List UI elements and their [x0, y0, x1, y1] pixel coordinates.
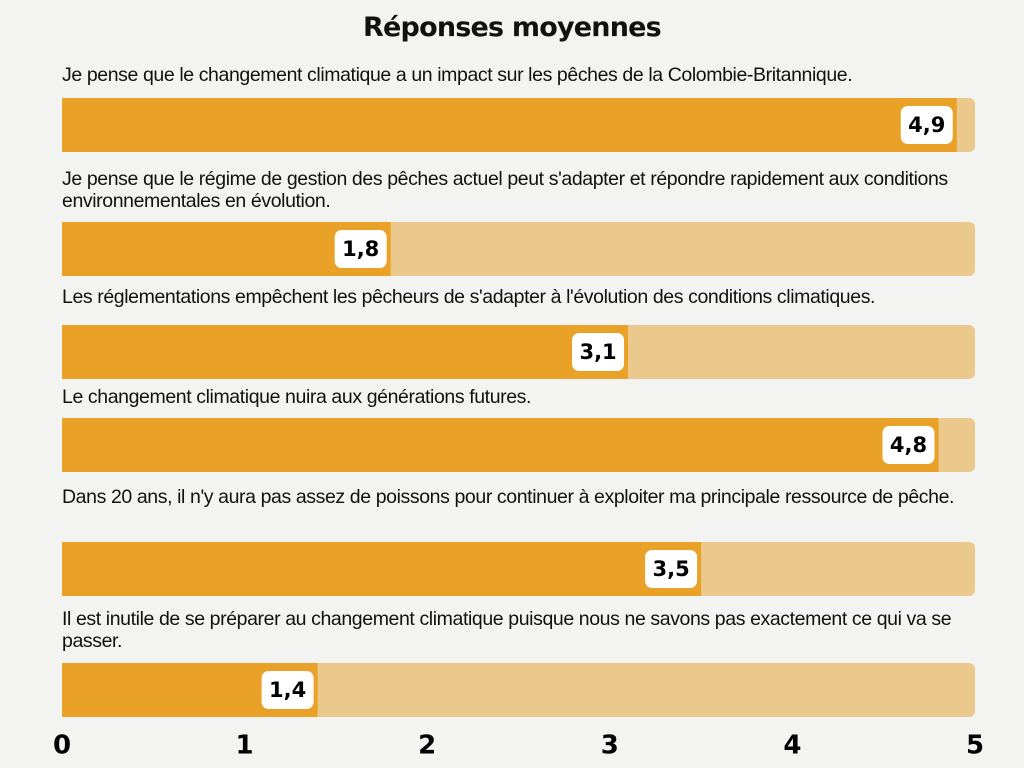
value-label: 1,8 [342, 237, 379, 261]
value-label-box [882, 426, 935, 464]
bar [62, 418, 939, 472]
value-label: 4,8 [890, 433, 927, 457]
value-label-box [645, 550, 698, 588]
value-label-box [261, 671, 314, 709]
category-label: Il est inutile de se préparer au changem… [62, 608, 952, 652]
x-tick-label: 3 [601, 731, 619, 761]
chart-title: Réponses moyennes [363, 12, 662, 43]
x-tick-label: 2 [418, 731, 436, 761]
bar [62, 542, 702, 596]
value-label-box [572, 333, 625, 371]
x-tick-label: 0 [53, 731, 71, 761]
value-label-box [334, 230, 387, 268]
value-label-box [900, 106, 953, 144]
value-label: 3,1 [579, 340, 616, 364]
category-label: Les réglementations empêchent les pêcheu… [62, 286, 876, 308]
category-label: Je pense que le changement climatique a … [62, 64, 853, 86]
bar [62, 98, 957, 152]
value-label: 1,4 [269, 678, 306, 702]
category-label: Dans 20 ans, il n'y aura pas assez de po… [62, 486, 955, 508]
category-label: Le changement climatique nuira aux génér… [62, 386, 532, 408]
x-tick-label: 5 [966, 731, 984, 761]
bar [62, 325, 629, 379]
x-tick-label: 1 [236, 731, 254, 761]
value-label: 3,5 [652, 557, 689, 581]
value-label: 4,9 [908, 113, 945, 137]
category-label: Je pense que le régime de gestion des pê… [62, 168, 948, 212]
x-tick-label: 4 [783, 731, 801, 761]
